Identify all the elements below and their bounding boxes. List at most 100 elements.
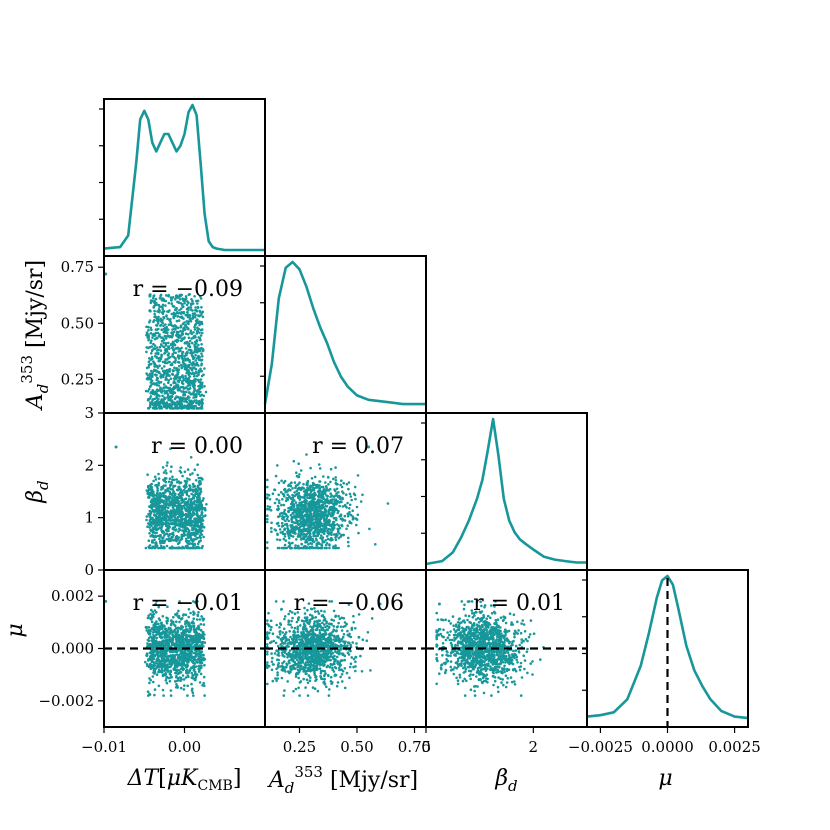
scatter-point [194,678,197,682]
scatter-point [316,515,320,518]
scatter-point [291,507,294,511]
scatter-point [341,496,344,500]
scatter-point [319,493,323,497]
scatter-point [157,670,160,674]
scatter-point [185,404,189,408]
scatter-point [180,501,183,504]
scatter-point [186,378,190,381]
scatter-point [166,605,169,608]
scatter-point [182,678,186,681]
scatter-point [187,624,191,627]
scatter-point [188,345,192,349]
scatter-point [172,360,176,364]
scatter-point [297,532,300,536]
scatter-point [195,618,199,621]
marginal-curve-dT [103,103,265,252]
scatter-point [328,665,332,669]
scatter-point [298,508,302,511]
scatter-point [193,388,197,392]
scatter-point [187,608,191,611]
scatter-point [167,379,171,382]
scatter-point [158,499,161,502]
scatter-point [151,373,154,377]
scatter-point [186,506,190,509]
scatter-point [167,676,171,680]
scatter-point [317,509,321,513]
scatter-point [146,525,149,528]
scatter-point [152,667,155,670]
scatter-point [266,478,269,482]
scatter-point [285,517,289,521]
scatter-point [199,367,202,371]
scatter-point [187,487,191,491]
scatter-point [147,406,150,410]
scatter-point [275,497,279,501]
scatter-point [165,464,169,467]
scatter-point [180,338,184,342]
scatter-point [162,512,165,516]
scatter-point [155,403,158,407]
scatter-point [175,294,178,297]
scatter-point [332,502,335,506]
scatter-point [199,623,203,626]
scatter-point [347,487,350,491]
scatter-point [194,392,198,396]
scatter-point [314,537,318,541]
scatter-point [304,541,307,544]
scatter-point [339,513,343,516]
scatter-point [314,513,318,517]
scatter-point [198,525,201,529]
scatter-point [188,634,192,638]
scatter-point [158,501,161,505]
scatter-point [187,308,190,312]
scatter-point [146,492,149,496]
scatter-point [189,351,192,355]
scatter-point [144,546,148,550]
scatter-point [164,376,168,379]
scatter-point [164,304,167,307]
scatter-point [151,516,154,520]
scatter-point [355,523,358,527]
scatter-point [174,358,177,362]
scatter-point [195,332,199,335]
scatter-point [169,670,173,674]
scatter-point [202,515,205,518]
scatter-point [178,403,181,406]
scatter-point [164,327,167,331]
scatter-point [200,661,204,665]
scatter-point [167,521,170,525]
scatter-point [174,626,178,630]
scatter-point [179,656,183,660]
scatter-point [314,509,317,513]
scatter-point [177,368,181,372]
scatter-point [196,600,199,603]
scatter-point [156,659,160,663]
scatter-point [192,659,195,662]
scatter-point [191,351,194,355]
scatter-point [190,650,194,653]
scatter-point [311,481,315,485]
scatter-point [359,500,363,503]
scatter-point [178,389,182,392]
scatter-point [157,684,161,688]
scatter-point [293,531,297,534]
scatter-point [200,358,204,362]
scatter-point [318,500,321,504]
scatter-point [181,492,184,495]
scatter-point [291,502,295,506]
scatter-point [299,535,302,538]
scatter-point [150,482,153,486]
scatter-point [158,345,162,349]
scatter-point [353,485,357,489]
scatter-point [147,328,150,332]
scatter-point [148,346,151,349]
scatter-point [296,495,300,499]
scatter-point [163,405,166,409]
scatter-point [294,544,297,547]
scatter-point [342,481,346,485]
scatter-point [202,497,205,500]
scatter-point [157,508,161,512]
scatter-point [182,362,186,366]
scatter-point [288,649,292,652]
scatter-point [184,295,188,298]
